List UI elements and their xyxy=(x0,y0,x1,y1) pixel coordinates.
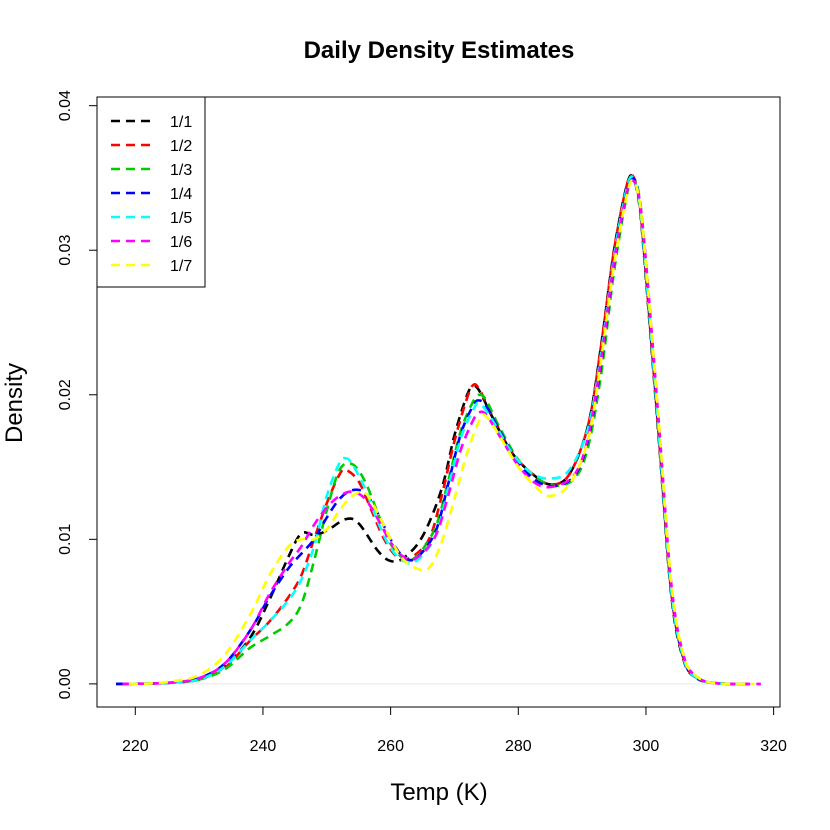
x-tick-label: 260 xyxy=(377,738,404,755)
y-axis: 0.00 0.01 0.02 0.03 0.04 xyxy=(57,90,98,699)
series-line-7 xyxy=(128,179,755,686)
chart-title: Daily Density Estimates xyxy=(304,37,575,64)
legend-label-5: 1/5 xyxy=(170,210,192,227)
legend-label-4: 1/4 xyxy=(170,186,192,203)
y-tick-label: 0.01 xyxy=(57,524,74,555)
x-axis-title: Temp (K) xyxy=(390,779,487,806)
legend-label-2: 1/2 xyxy=(170,138,192,155)
x-tick-label: 220 xyxy=(122,738,149,755)
series-line-6 xyxy=(122,178,761,686)
y-axis-title: Density xyxy=(1,363,28,443)
legend-label-3: 1/3 xyxy=(170,162,192,179)
x-tick-label: 280 xyxy=(505,738,532,755)
x-tick-label: 320 xyxy=(760,738,787,755)
x-tick-label: 300 xyxy=(633,738,660,755)
series-line-5 xyxy=(128,175,749,686)
y-tick-label: 0.02 xyxy=(57,379,74,410)
y-tick-label: 0.03 xyxy=(57,235,74,266)
legend-label-6: 1/6 xyxy=(170,234,192,251)
series-layer xyxy=(116,173,761,686)
x-tick-label: 240 xyxy=(250,738,277,755)
legend-label-7: 1/7 xyxy=(170,258,192,275)
legend-label-1: 1/1 xyxy=(170,114,192,131)
series-line-3 xyxy=(122,176,749,686)
y-tick-label: 0.04 xyxy=(57,90,74,121)
legend: 1/1 1/2 1/3 1/4 1/5 1/6 1/7 xyxy=(96,96,206,288)
y-tick-label: 0.00 xyxy=(57,668,74,699)
x-axis: 220 240 260 280 300 320 xyxy=(122,706,787,755)
